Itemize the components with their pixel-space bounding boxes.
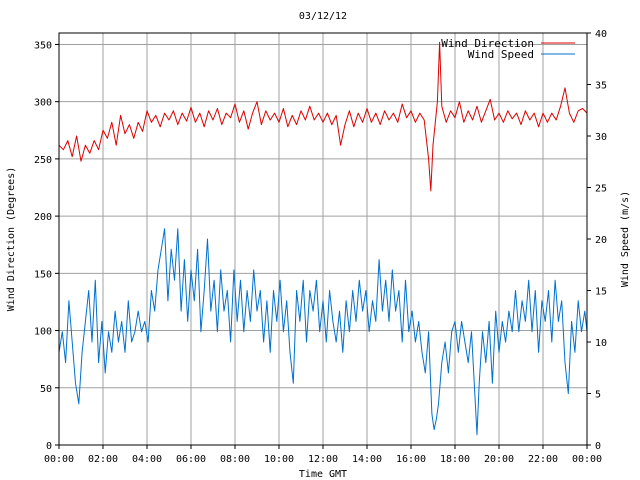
x-axis-title: Time GMT <box>299 469 347 480</box>
x-tick-label: 08:00 <box>220 454 250 465</box>
y-left-tick-label: 250 <box>34 155 52 166</box>
x-tick-label: 22:00 <box>528 454 558 465</box>
y-right-tick-label: 30 <box>595 132 607 143</box>
legend-label-wind-direction: Wind Direction <box>441 37 534 50</box>
x-tick-labels: 00:00 02:00 04:00 06:00 08:00 10:00 12:00 14:00… <box>44 454 602 465</box>
y-right-tick-label: 10 <box>595 338 607 349</box>
chart-title: 03/12/12 <box>299 11 347 22</box>
x-tick-label: 02:00 <box>88 454 118 465</box>
y-right-tick-label: 15 <box>595 287 607 298</box>
y-right-tick-label: 35 <box>595 81 607 92</box>
series-line-wind-direction <box>58 41 588 192</box>
ticks <box>55 32 591 449</box>
y-left-tick-label: 150 <box>34 269 52 280</box>
x-tick-label: 18:00 <box>440 454 470 465</box>
x-tick-label: 00:00 <box>572 454 602 465</box>
series-layer <box>58 41 588 436</box>
series-line-wind-speed <box>58 228 588 436</box>
y-right-tick-label: 40 <box>595 29 607 40</box>
y-axis-title-right: Wind Speed (m/s) <box>620 191 631 287</box>
y-axis-title-left: Wind Direction (Degrees) <box>6 167 17 312</box>
x-tick-label: 10:00 <box>264 454 294 465</box>
x-tick-label: 20:00 <box>484 454 514 465</box>
y-right-tick-labels: 0 5 10 15 20 25 30 35 40 <box>595 29 607 452</box>
y-left-tick-label: 350 <box>34 40 52 51</box>
y-right-tick-label: 20 <box>595 235 607 246</box>
x-tick-label: 12:00 <box>308 454 338 465</box>
x-tick-label: 16:00 <box>396 454 426 465</box>
y-left-tick-label: 100 <box>34 327 52 338</box>
x-tick-label: 00:00 <box>44 454 74 465</box>
x-tick-label: 04:00 <box>132 454 162 465</box>
x-tick-label: 06:00 <box>176 454 206 465</box>
y-right-tick-label: 25 <box>595 184 607 195</box>
y-right-tick-label: 0 <box>595 441 601 452</box>
x-tick-label: 14:00 <box>352 454 382 465</box>
grid <box>59 33 587 445</box>
y-right-tick-label: 5 <box>595 390 601 401</box>
y-left-tick-label: 0 <box>46 441 52 452</box>
y-left-tick-label: 200 <box>34 212 52 223</box>
legend: Wind Direction Wind Speed <box>441 37 575 61</box>
y-left-tick-label: 50 <box>40 384 52 395</box>
legend-label-wind-speed: Wind Speed <box>468 48 534 61</box>
y-left-tick-label: 300 <box>34 98 52 109</box>
y-left-tick-labels: 0 50 100 150 200 250 300 350 <box>34 40 52 452</box>
